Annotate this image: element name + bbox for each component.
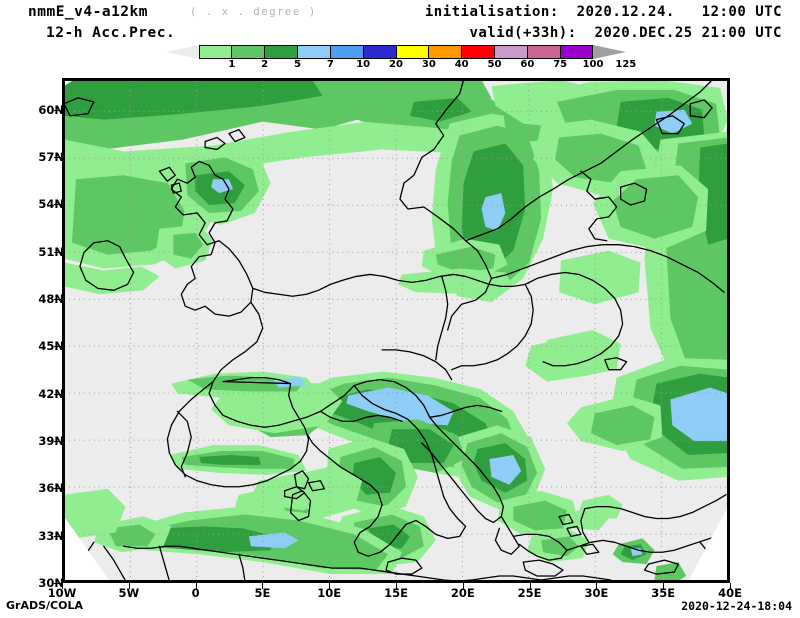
lat-tick-51N — [54, 251, 62, 253]
colorbar-cell-3 — [297, 45, 331, 59]
initialisation-time: initialisation: 2020.12.24. 12:00 UTC — [424, 4, 782, 20]
lon-label-15E: 15E — [384, 586, 408, 600]
footer-credit: GrADS/COLA — [6, 599, 83, 612]
lon-label-35E: 35E — [651, 586, 676, 600]
colorbar-tick-40: 40 — [454, 59, 469, 70]
lon-label-30E: 30E — [584, 586, 609, 600]
lat-label-54N: 54N — [38, 197, 64, 212]
colorbar-cell-6 — [396, 45, 430, 59]
colorbar-tick-20: 20 — [389, 59, 403, 70]
colorbar-legend: 1 2 5 7 10 20 30 40 50 60 75 100 125 — [166, 45, 636, 70]
colorbar-tick-7: 7 — [326, 59, 334, 70]
lat-label-39N: 39N — [38, 433, 64, 448]
map-panel[interactable] — [62, 78, 730, 583]
lat-label-36N: 36N — [38, 481, 64, 496]
colorbar-cell-5 — [363, 45, 397, 59]
lon-tick-15E — [396, 583, 397, 589]
colorbar-cell-9 — [495, 45, 529, 59]
lon-label-0: 0 — [191, 586, 200, 600]
colorbar-cell-2 — [264, 45, 298, 59]
colorbar-cell-10 — [528, 45, 562, 59]
precipitation-map — [64, 80, 728, 581]
colorbar-tick-2: 2 — [261, 59, 269, 70]
lat-tick-36N — [54, 488, 62, 490]
lon-label-20E: 20E — [450, 586, 475, 600]
colorbar-over-arrow — [593, 45, 626, 59]
colorbar-cell-1 — [231, 45, 265, 59]
colorbar-tick-125: 125 — [615, 59, 637, 70]
colorbar-cell-8 — [462, 45, 496, 59]
lat-tick-33N — [54, 535, 62, 537]
colorbar-tick-1: 1 — [228, 59, 236, 70]
colorbar-tick-75: 75 — [553, 59, 568, 70]
lon-tick-40E — [730, 583, 731, 589]
lat-tick-45N — [54, 346, 62, 348]
colorbar-cell-0 — [199, 45, 232, 59]
lat-label-48N: 48N — [38, 291, 64, 306]
lon-label-5W: 5W — [118, 586, 140, 600]
colorbar-under-arrow — [166, 45, 199, 59]
colorbar-cells — [199, 45, 594, 59]
colorbar-tick-50: 50 — [487, 59, 502, 70]
lon-tick-10W — [62, 583, 63, 589]
lat-tick-54N — [54, 204, 62, 206]
lat-tick-39N — [54, 440, 62, 442]
lon-tick-0 — [195, 583, 197, 589]
lon-label-5E: 5E — [254, 586, 271, 600]
lon-tick-5W — [128, 583, 130, 589]
colorbar-cell-11 — [561, 45, 594, 59]
model-title: nmmE_v4-a12km — [28, 4, 148, 20]
lat-label-42N: 42N — [38, 386, 64, 401]
lat-label-60N: 60N — [38, 102, 64, 117]
colorbar-tick-5: 5 — [294, 59, 301, 70]
lon-tick-20E — [462, 583, 464, 589]
lat-label-33N: 33N — [38, 528, 64, 543]
lat-tick-57N — [54, 156, 62, 158]
colorbar-cell-4 — [330, 45, 364, 59]
lon-tick-10E — [329, 583, 331, 589]
footer-timestamp: 2020-12-24-18:04 — [681, 599, 792, 613]
graticule-grid — [64, 80, 728, 581]
lat-label-45N: 45N — [38, 339, 64, 354]
colorbar-tick-30: 30 — [421, 59, 436, 70]
lat-label-57N: 57N — [38, 149, 64, 164]
lon-label-10E: 10E — [317, 586, 342, 600]
lat-tick-30N — [54, 583, 62, 584]
colorbar-tick-100: 100 — [582, 59, 604, 70]
coastline-layer — [64, 80, 728, 581]
lat-label-51N: 51N — [38, 244, 64, 259]
lat-tick-60N — [54, 109, 62, 111]
units-note: ( . x . degree ) — [190, 6, 317, 18]
lon-tick-30E — [596, 583, 598, 589]
lon-label-25E: 25E — [517, 586, 542, 600]
colorbar-tick-60: 60 — [520, 59, 535, 70]
lat-label-30N: 30N — [38, 576, 64, 590]
field-title: 12-h Acc.Prec. — [46, 25, 176, 41]
colorbar-tick-10: 10 — [356, 59, 371, 70]
lon-tick-35E — [663, 583, 665, 589]
colorbar-tick-labels: 1 2 5 7 10 20 30 40 50 60 75 100 125 — [199, 59, 636, 73]
lon-label-40E: 40E — [718, 586, 742, 600]
lat-tick-42N — [54, 393, 62, 395]
lon-tick-5E — [262, 583, 264, 589]
colorbar-cell-7 — [429, 45, 463, 59]
lon-tick-25E — [529, 583, 531, 589]
lat-tick-48N — [54, 298, 62, 300]
lon-label-10W: 10W — [47, 586, 77, 600]
valid-time: valid(+33h): 2020.DEC.25 21:00 UTC — [469, 25, 782, 41]
